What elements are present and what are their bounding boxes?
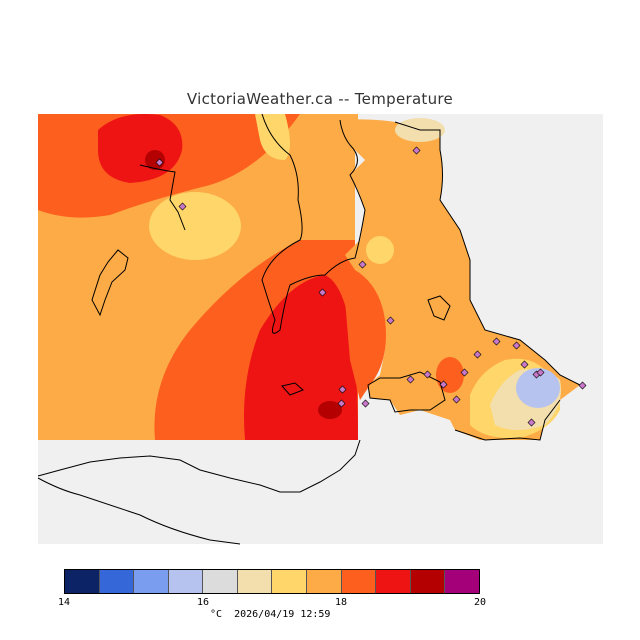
station-marker bbox=[386, 316, 395, 325]
colorbar-swatch bbox=[168, 570, 204, 593]
olympic-coast bbox=[37, 477, 241, 545]
station-marker bbox=[318, 288, 327, 297]
station-marker bbox=[520, 360, 529, 369]
lake-outline-east bbox=[427, 295, 451, 321]
weather-stations bbox=[155, 146, 587, 427]
map-title: VictoriaWeather.ca -- Temperature bbox=[186, 90, 454, 108]
station-marker bbox=[527, 418, 536, 427]
coastlines bbox=[37, 113, 581, 545]
colorbar-swatch bbox=[203, 570, 238, 593]
colorbar-swatch bbox=[410, 570, 446, 593]
station-marker bbox=[492, 337, 501, 346]
colorbar-swatch bbox=[307, 570, 342, 593]
colorbar-swatch bbox=[272, 570, 308, 593]
colorbar-tick-20: 20 bbox=[473, 597, 487, 608]
station-marker bbox=[452, 395, 461, 404]
station-marker bbox=[578, 381, 587, 390]
lake-outline bbox=[91, 249, 129, 317]
station-marker bbox=[439, 380, 448, 389]
temperature-field-west bbox=[38, 114, 358, 440]
timestamp: 2026/04/19 12:59 bbox=[234, 609, 331, 620]
colorbar-swatch bbox=[134, 570, 169, 593]
station-marker bbox=[536, 368, 545, 377]
colorbar-tick-14: 14 bbox=[57, 597, 71, 608]
colorbar-swatch bbox=[376, 570, 411, 593]
station-marker bbox=[460, 368, 469, 377]
station-marker bbox=[338, 385, 347, 394]
station-marker bbox=[423, 370, 432, 379]
station-marker bbox=[337, 399, 346, 408]
peninsula-east-coast bbox=[394, 121, 581, 441]
station-marker bbox=[512, 341, 521, 350]
station-marker bbox=[406, 375, 415, 384]
colorbar-tick-16: 16 bbox=[196, 597, 210, 608]
colorbar-swatch bbox=[341, 570, 377, 593]
colorbar-swatch bbox=[65, 570, 100, 593]
temperature-field-east bbox=[340, 118, 580, 440]
strait-south-coast bbox=[37, 439, 361, 493]
station-marker bbox=[412, 146, 421, 155]
station-marker bbox=[361, 399, 370, 408]
unit-label: °C bbox=[210, 609, 223, 620]
portage-inlet bbox=[139, 164, 186, 231]
colorbar-swatch bbox=[445, 570, 479, 593]
saanich-inlet-coastline bbox=[261, 113, 366, 334]
footer: °C 2026/04/19 12:59 bbox=[210, 609, 330, 620]
station-marker bbox=[358, 260, 367, 269]
station-marker bbox=[155, 158, 164, 167]
victoria-harbour bbox=[367, 371, 446, 413]
colorbar-tick-18: 18 bbox=[334, 597, 348, 608]
station-marker bbox=[473, 350, 482, 359]
colorbar-swatch bbox=[237, 570, 273, 593]
colorbar-swatch bbox=[99, 570, 135, 593]
lake-outline-central bbox=[281, 382, 304, 396]
temperature-colorbar bbox=[64, 569, 480, 594]
station-marker bbox=[178, 202, 187, 211]
